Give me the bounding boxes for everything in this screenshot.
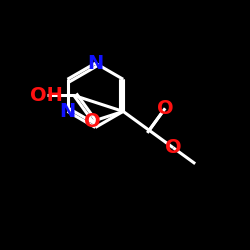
Text: O: O — [157, 99, 174, 118]
Text: N: N — [87, 54, 104, 73]
Text: O: O — [84, 112, 101, 131]
Text: O: O — [165, 138, 182, 157]
Text: N: N — [60, 102, 76, 121]
Text: OH: OH — [30, 86, 63, 105]
